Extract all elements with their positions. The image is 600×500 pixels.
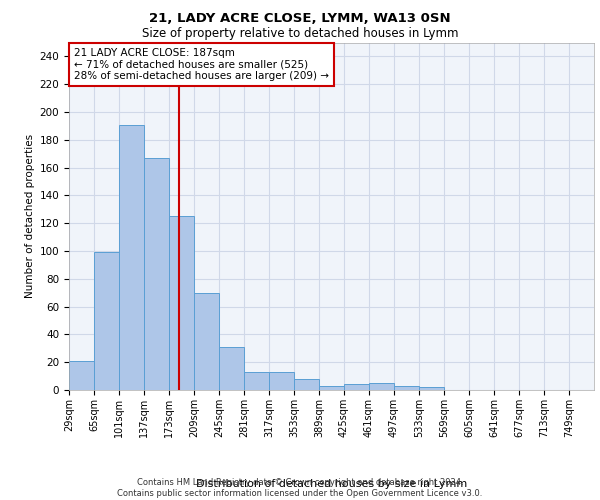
- Bar: [419, 387, 444, 390]
- Bar: [194, 292, 219, 390]
- X-axis label: Distribution of detached houses by size in Lymm: Distribution of detached houses by size …: [196, 478, 467, 488]
- Text: Contains HM Land Registry data © Crown copyright and database right 2024.
Contai: Contains HM Land Registry data © Crown c…: [118, 478, 482, 498]
- Bar: [294, 379, 319, 390]
- Bar: [94, 252, 119, 390]
- Bar: [394, 386, 419, 390]
- Text: 21, LADY ACRE CLOSE, LYMM, WA13 0SN: 21, LADY ACRE CLOSE, LYMM, WA13 0SN: [149, 12, 451, 26]
- Bar: [344, 384, 369, 390]
- Bar: [369, 383, 394, 390]
- Bar: [319, 386, 344, 390]
- Bar: [169, 216, 194, 390]
- Bar: [69, 361, 94, 390]
- Bar: [269, 372, 294, 390]
- Text: Size of property relative to detached houses in Lymm: Size of property relative to detached ho…: [142, 28, 458, 40]
- Bar: [144, 158, 169, 390]
- Y-axis label: Number of detached properties: Number of detached properties: [25, 134, 35, 298]
- Bar: [244, 372, 269, 390]
- Text: 21 LADY ACRE CLOSE: 187sqm
← 71% of detached houses are smaller (525)
28% of sem: 21 LADY ACRE CLOSE: 187sqm ← 71% of deta…: [74, 48, 329, 81]
- Bar: [119, 124, 144, 390]
- Bar: [219, 347, 244, 390]
